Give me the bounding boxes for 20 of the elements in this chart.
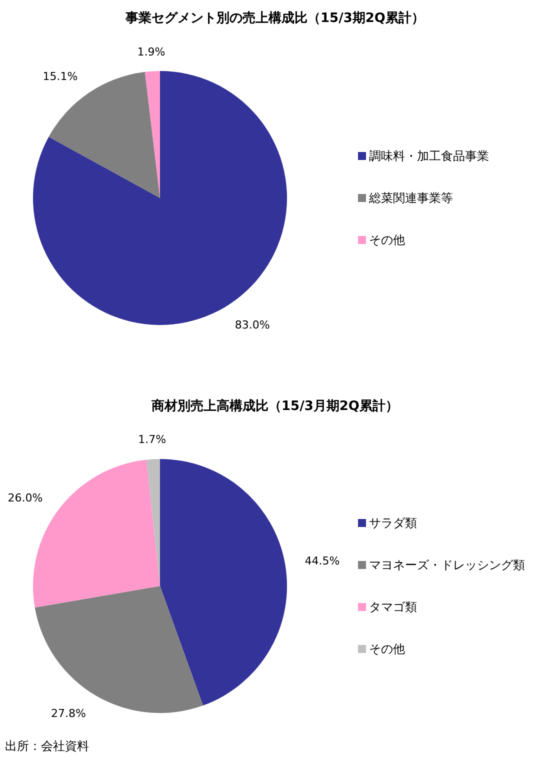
pie-slice bbox=[146, 459, 160, 586]
legend-label: 調味料・加工食品事業 bbox=[369, 149, 489, 163]
data-label: 83.0% bbox=[234, 318, 270, 332]
data-label: 26.0% bbox=[8, 491, 43, 504]
text: 出所：会社資料 bbox=[5, 739, 89, 753]
legend-label: マヨネーズ・ドレッシング類 bbox=[369, 558, 525, 572]
data-label: 27.8% bbox=[51, 706, 86, 720]
legend-label: 総菜関連事業等 bbox=[368, 191, 453, 205]
legend-label: サラダ類 bbox=[369, 516, 417, 530]
data-label: 44.5% bbox=[304, 554, 340, 568]
pie-slice bbox=[160, 459, 287, 706]
chart-title: 商材別売上高構成比（15/3月期2Q累計） bbox=[150, 398, 398, 414]
legend-label: タマゴ類 bbox=[369, 600, 417, 614]
data-label: 15.1% bbox=[42, 70, 78, 84]
data-label: 1.7% bbox=[138, 433, 166, 446]
legend-label: その他 bbox=[369, 233, 405, 247]
data-label: 1.9% bbox=[137, 45, 166, 58]
pie-slice bbox=[144, 71, 160, 198]
legend-label: その他 bbox=[369, 642, 405, 656]
chart-title: 事業セグメント別の売上構成比（15/3期2Q累計） bbox=[124, 10, 424, 26]
